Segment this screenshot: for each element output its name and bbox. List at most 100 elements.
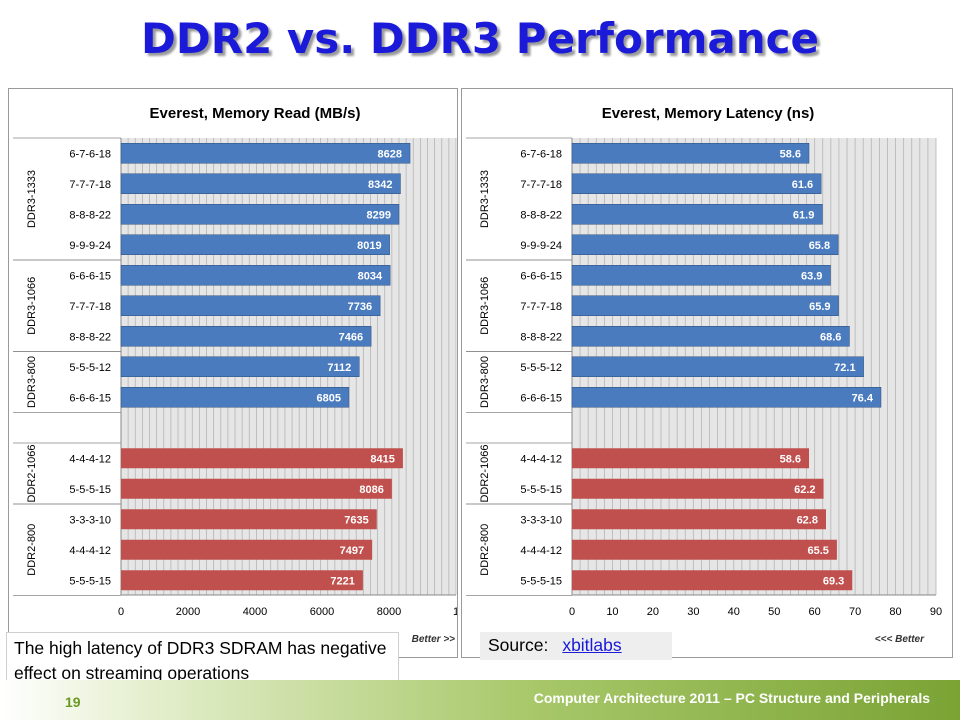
read-group-label: DDR3-1333 [26, 170, 38, 228]
latency-x-tick-label: 20 [647, 606, 659, 618]
read-category-label: 4-4-4-12 [69, 545, 111, 557]
latency-bar [571, 234, 839, 255]
read-bar [120, 204, 400, 225]
read-category-label: 6-6-6-15 [69, 270, 111, 282]
read-bar-value-label: 7736 [348, 301, 372, 313]
latency-category-label: 9-9-9-24 [520, 240, 562, 252]
read-bar [120, 265, 391, 286]
read-category-label: 8-8-8-22 [69, 331, 111, 343]
latency-bar [571, 204, 823, 225]
latency-category-label: 7-7-7-18 [520, 301, 562, 313]
latency-x-tick-label: 50 [768, 606, 780, 618]
latency-category-label: 5-5-5-15 [520, 484, 562, 496]
read-bar [121, 570, 363, 591]
source-label: Source: [488, 635, 549, 655]
read-bar-value-label: 7221 [330, 575, 354, 587]
read-x-tick-label: 0 [118, 606, 124, 618]
latency-category-label: 6-6-6-15 [520, 392, 562, 404]
latency-bar-value-label: 58.6 [780, 453, 801, 465]
latency-group-label: DDR2-800 [479, 524, 491, 576]
read-bar [121, 539, 373, 560]
memory-read-chart-svg: Everest, Memory Read (MB/s) 0 2000 4000 6000… [13, 105, 457, 645]
latency-x-tick-label: 60 [809, 606, 821, 618]
page-number: 19 [65, 694, 81, 710]
latency-bar [571, 173, 822, 194]
read-x-tick-label: 1 [453, 606, 457, 618]
read-bar [121, 478, 392, 499]
memory-latency-chart-svg: Everest, Memory Latency (ns) 0 10 20 30 40 50 6… [466, 105, 942, 645]
read-category-label: 8-8-8-22 [69, 209, 111, 221]
latency-x-tick-label: 30 [687, 606, 699, 618]
read-bar [120, 326, 372, 347]
read-category-label: 5-5-5-15 [69, 484, 111, 496]
read-bar-value-label: 6805 [316, 392, 340, 404]
latency-x-tick-label: 90 [930, 606, 942, 618]
latency-category-label: 8-8-8-22 [520, 209, 562, 221]
latency-bar-value-label: 65.5 [807, 545, 828, 557]
read-category-label: 4-4-4-12 [69, 453, 111, 465]
read-bar-value-label: 8415 [370, 453, 394, 465]
source-link[interactable]: xbitlabs [562, 635, 622, 655]
latency-group-label: DDR3-1066 [479, 277, 491, 335]
latency-category-label: 4-4-4-12 [520, 453, 562, 465]
read-category-label: 9-9-9-24 [69, 240, 111, 252]
read-group-label: DDR2-1066 [26, 444, 38, 502]
latency-bar [571, 326, 850, 347]
latency-bar-value-label: 76.4 [852, 392, 874, 404]
latency-group-label: DDR3-1333 [479, 170, 491, 228]
read-x-tick-label: 2000 [176, 606, 200, 618]
latency-bar [572, 570, 853, 591]
read-bar [120, 295, 381, 316]
latency-bar [572, 478, 824, 499]
read-category-label: 5-5-5-15 [69, 575, 111, 587]
read-bar-value-label: 8019 [357, 240, 381, 252]
latency-bar [571, 387, 882, 408]
latency-category-label: 5-5-5-15 [520, 575, 562, 587]
read-bar [120, 387, 350, 408]
latency-bar-value-label: 72.1 [834, 362, 855, 374]
latency-bar-value-label: 61.6 [792, 179, 813, 191]
source-box: Source: xbitlabs [480, 632, 672, 660]
latency-better-label: <<< Better [875, 634, 925, 645]
read-category-label: 7-7-7-18 [69, 301, 111, 313]
latency-x-tick-label: 70 [849, 606, 861, 618]
read-bar-value-label: 8628 [378, 148, 402, 160]
latency-bar [572, 539, 837, 560]
latency-bar [572, 448, 810, 469]
read-x-tick-label: 4000 [243, 606, 267, 618]
latency-group-label: DDR2-1066 [479, 444, 491, 502]
latency-category-label: 4-4-4-12 [520, 545, 562, 557]
latency-bar [572, 509, 826, 530]
read-category-label: 3-3-3-10 [69, 514, 111, 526]
latency-x-tick-label: 10 [606, 606, 618, 618]
latency-category-label: 6-7-6-18 [520, 148, 562, 160]
latency-bar [571, 295, 839, 316]
latency-category-label: 5-5-5-12 [520, 362, 562, 374]
latency-category-label: 3-3-3-10 [520, 514, 562, 526]
footer-bar: 19 Computer Architecture 2011 – PC Struc… [0, 680, 960, 720]
read-bar-value-label: 7497 [340, 545, 364, 557]
read-bar-value-label: 8342 [368, 179, 392, 191]
read-x-tick-label: 8000 [377, 606, 401, 618]
read-bar [120, 356, 360, 377]
latency-bar [571, 143, 810, 164]
read-bar-value-label: 7635 [344, 514, 368, 526]
slide-title: DDR2 vs. DDR3 Performance [141, 14, 819, 63]
latency-bar-value-label: 61.9 [793, 209, 814, 221]
latency-category-label: 7-7-7-18 [520, 179, 562, 191]
read-bar-value-label: 7466 [339, 331, 363, 343]
read-category-label: 7-7-7-18 [69, 179, 111, 191]
latency-bar-value-label: 65.9 [809, 301, 830, 313]
latency-bar-value-label: 65.8 [809, 240, 830, 252]
memory-latency-chart: Everest, Memory Latency (ns) 0 10 20 30 40 50 6… [461, 88, 953, 658]
latency-bar-value-label: 68.6 [820, 331, 841, 343]
latency-x-tick-label: 0 [569, 606, 575, 618]
latency-bar [571, 356, 864, 377]
read-category-label: 6-6-6-15 [69, 392, 111, 404]
latency-bar-value-label: 62.2 [794, 484, 815, 496]
latency-bar-value-label: 69.3 [823, 575, 844, 587]
read-bar-value-label: 8034 [358, 270, 383, 282]
read-category-label: 5-5-5-12 [69, 362, 111, 374]
read-chart-title: Everest, Memory Read (MB/s) [150, 105, 361, 122]
read-bar-value-label: 7112 [327, 362, 351, 374]
